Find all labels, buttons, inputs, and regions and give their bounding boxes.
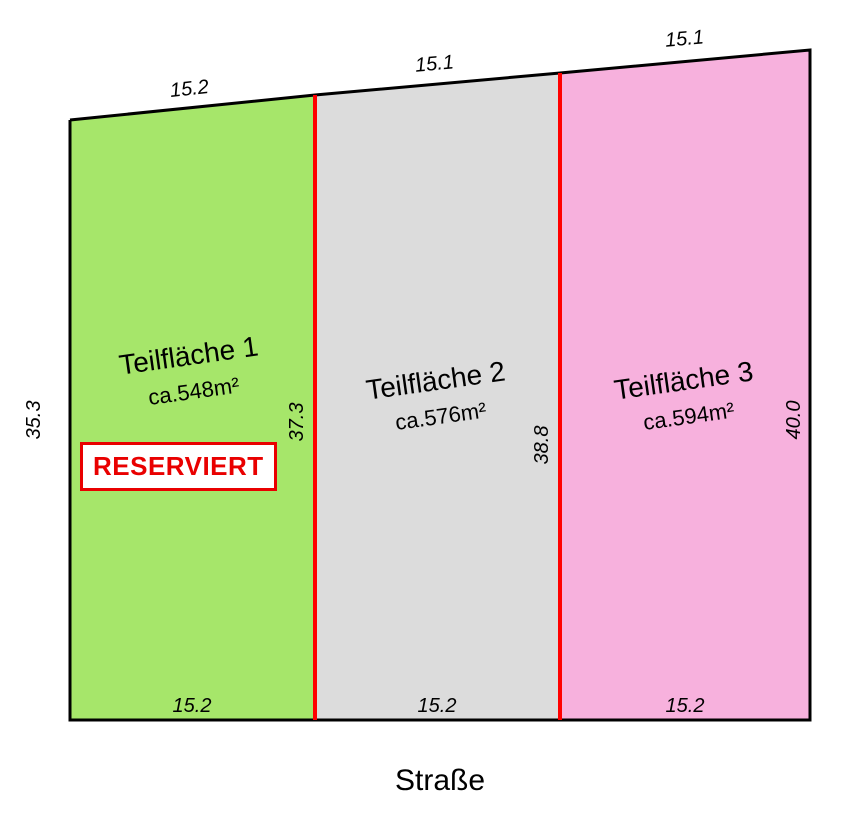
left-height-label: 35.3 [23,401,45,440]
plot-3-bottom-width: 15.2 [666,695,705,717]
plot-1-shape [70,95,315,720]
plot-2-bottom-width: 15.2 [418,695,457,717]
street-label: Straße [395,764,485,797]
divider2-height-label: 38.8 [531,426,553,465]
plot-3-top-width: 15.1 [664,26,705,51]
plot-svg: 15.2 15.1 15.1 15.2 15.2 15.2 35.3 37.3 … [0,0,868,834]
plot-1-top-width: 15.2 [169,76,210,102]
right-height-label: 40.0 [783,401,805,440]
plot-1-bottom-width: 15.2 [173,695,212,717]
plot-2-shape [315,73,560,720]
plot-2-top-width: 15.1 [414,51,455,76]
plot-diagram: 15.2 15.1 15.1 15.2 15.2 15.2 35.3 37.3 … [0,0,868,834]
divider1-height-label: 37.3 [286,403,308,442]
reserved-badge: RESERVIERT [80,442,277,491]
